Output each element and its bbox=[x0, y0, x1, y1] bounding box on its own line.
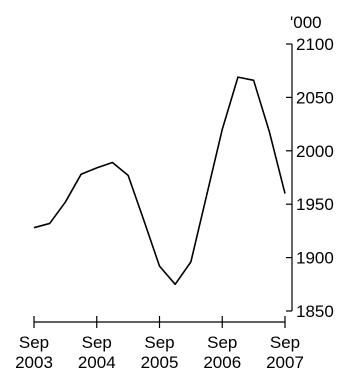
y-tick-label: 2050 bbox=[296, 88, 334, 107]
x-tick-label-month: Sep bbox=[19, 333, 49, 352]
y-tick-label: 2100 bbox=[296, 35, 334, 54]
series-line bbox=[33, 76, 286, 286]
series-group bbox=[33, 76, 286, 286]
y-tick-label: 1900 bbox=[296, 249, 334, 268]
x-tick-label-year: 2004 bbox=[78, 353, 116, 372]
x-tick-label-year: 2007 bbox=[266, 353, 304, 372]
y-axis-ticks: 1850 1900 1950 2000 2050 2100 bbox=[286, 35, 334, 321]
x-tick-label-month: Sep bbox=[82, 333, 112, 352]
y-tick-label: 1950 bbox=[296, 195, 334, 214]
y-unit-label: '000 bbox=[290, 13, 322, 32]
x-tick-label-year: 2006 bbox=[203, 353, 241, 372]
x-tick-label-year: 2003 bbox=[15, 353, 53, 372]
y-tick-label: 1850 bbox=[296, 302, 334, 321]
y-tick-label: 2000 bbox=[296, 142, 334, 161]
x-tick-label-month: Sep bbox=[270, 333, 300, 352]
x-tick-label-year: 2005 bbox=[141, 353, 179, 372]
x-tick-label-month: Sep bbox=[144, 333, 174, 352]
x-tick-label-month: Sep bbox=[207, 333, 237, 352]
